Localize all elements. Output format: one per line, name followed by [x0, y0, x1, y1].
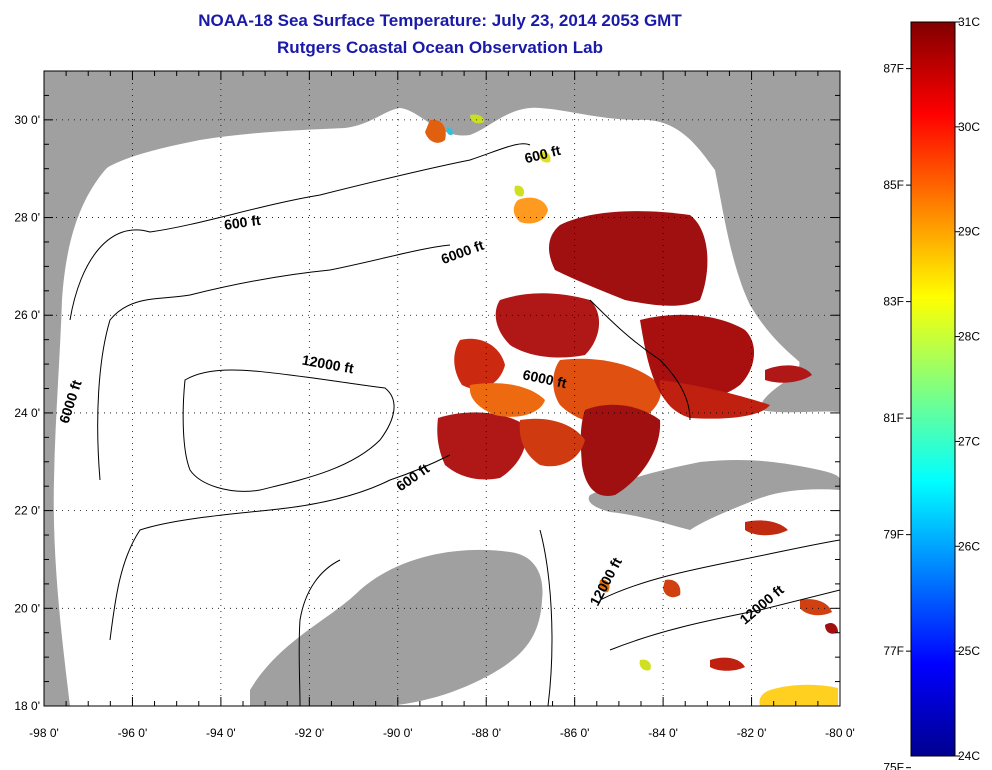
- y-tick-label: 20 0': [14, 601, 40, 615]
- florida-land: [715, 71, 840, 371]
- colorbar-label-c: 24C: [958, 749, 980, 763]
- x-tick-label: -82 0': [737, 726, 767, 740]
- page-title: NOAA-18 Sea Surface Temperature: July 23…: [198, 11, 682, 30]
- colorbar-label-f: 87F: [883, 62, 904, 76]
- x-tick-label: -98 0': [29, 726, 59, 740]
- colorbar-label-f: 81F: [883, 411, 904, 425]
- cuba-land: [588, 460, 840, 530]
- contour-label: 600 ft: [223, 212, 262, 233]
- colorbar-label-c: 26C: [958, 539, 980, 553]
- x-tick-label: -94 0': [206, 726, 236, 740]
- axis-ticks: [43, 70, 841, 707]
- y-tick-label: 26 0': [14, 308, 40, 322]
- colorbar-fahrenheit-labels: 87F 85F 83F 81F 79F 77F 75F: [883, 62, 911, 770]
- x-tick-label: -92 0': [295, 726, 325, 740]
- y-tick-label: 24 0': [14, 406, 40, 420]
- yucatan-land: [250, 549, 543, 706]
- y-tick-label: 18 0': [14, 699, 40, 713]
- colorbar-label-c: 30C: [958, 120, 980, 134]
- colorbar-label-c: 29C: [958, 225, 980, 239]
- x-tick-label: -90 0': [383, 726, 413, 740]
- y-tick-label: 30 0': [14, 113, 40, 127]
- y-tick-label: 22 0': [14, 504, 40, 518]
- bathymetry-contours: [69, 143, 840, 706]
- x-tick-label: -88 0': [471, 726, 501, 740]
- colorbar-label-f: 85F: [883, 178, 904, 192]
- mexico-coast-land: [44, 71, 190, 706]
- colorbar-label-c: 25C: [958, 644, 980, 658]
- colorbar-label-c: 31C: [958, 15, 980, 29]
- colorbar-label-c: 27C: [958, 434, 980, 448]
- x-tick-label: -96 0': [118, 726, 148, 740]
- x-axis-labels: -98 0' -96 0' -94 0' -92 0' -90 0' -88 0' -86 …: [29, 726, 855, 740]
- y-tick-label: 28 0': [14, 211, 40, 225]
- colorbar-fill: [910, 21, 956, 757]
- page-subtitle: Rutgers Coastal Ocean Observation Lab: [277, 38, 603, 57]
- x-tick-label: -80 0': [825, 726, 855, 740]
- colorbar-celsius-labels: 31C 30C 29C 28C 27C 26C 25C 24C: [955, 15, 980, 763]
- x-tick-label: -86 0': [560, 726, 590, 740]
- colorbar-label-f: 83F: [883, 295, 904, 309]
- colorbar-label-f: 75F: [883, 761, 904, 770]
- colorbar-label-f: 77F: [883, 644, 904, 658]
- y-axis-labels: 18 0' 20 0' 22 0' 24 0' 26 0' 28 0' 30 0': [14, 113, 40, 713]
- colorbar-label-c: 28C: [958, 330, 980, 344]
- x-tick-label: -84 0': [648, 726, 678, 740]
- sst-data: [425, 114, 838, 706]
- colorbar-label-f: 79F: [883, 528, 904, 542]
- graticule: [44, 71, 840, 706]
